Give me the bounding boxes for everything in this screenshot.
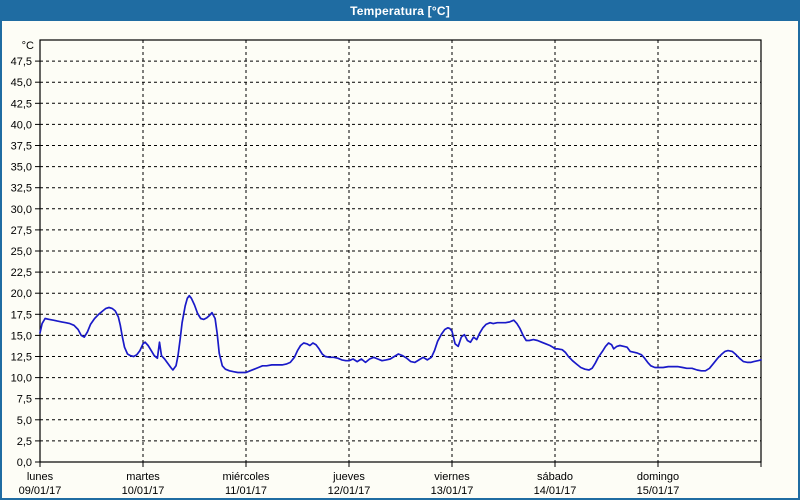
chart-title: Temperatura [°C] [350, 3, 450, 18]
x-tick-date-label: 12/01/17 [328, 485, 371, 497]
y-tick-label: 10,0 [11, 373, 32, 385]
y-axis-unit-label: °C [22, 40, 34, 52]
plot-border [39, 39, 762, 463]
x-tick-date-label: 13/01/17 [431, 485, 474, 497]
y-tick-label: 45,0 [11, 77, 32, 89]
x-tick-day-label: viernes [434, 471, 470, 483]
y-tick-label: 42,5 [11, 98, 32, 110]
y-tick-label: 35,0 [11, 162, 32, 174]
x-tick-day-label: miércoles [222, 471, 270, 483]
x-tick-day-label: martes [126, 471, 160, 483]
y-tick-label: 25,0 [11, 246, 32, 258]
x-tick-date-label: 09/01/17 [19, 485, 62, 497]
y-tick-label: 40,0 [11, 119, 32, 131]
y-tick-label: 27,5 [11, 225, 32, 237]
y-tick-label: 32,5 [11, 183, 32, 195]
y-tick-label: 17,5 [11, 309, 32, 321]
temperature-series-line [39, 294, 762, 374]
y-tick-label: 0,0 [17, 457, 32, 469]
y-tick-label: 7,5 [17, 394, 32, 406]
x-tick-date-label: 14/01/17 [534, 485, 577, 497]
gridlines [35, 40, 762, 467]
chart-title-bar: Temperatura [°C] [2, 0, 798, 21]
y-tick-label: 20,0 [11, 288, 32, 300]
y-tick-label: 15,0 [11, 330, 32, 342]
x-tick-date-label: 15/01/17 [637, 485, 680, 497]
y-tick-label: 47,5 [11, 56, 32, 68]
temperature-line-chart: 0,0 2,5 5,0 7,5 10,0 12,5 15,0 17,5 20,0 22,5 25,0… [11, 39, 762, 497]
x-tick-day-label: lunes [27, 471, 54, 483]
y-tick-label: 5,0 [17, 415, 32, 427]
x-tick-date-label: 11/01/17 [225, 485, 267, 497]
y-tick-label: 12,5 [11, 352, 32, 364]
x-tick-day-label: sábado [537, 471, 573, 483]
chart-area: 0,0 2,5 5,0 7,5 10,0 12,5 15,0 17,5 20,0 22,5 25,0… [2, 21, 798, 498]
y-tick-label: 22,5 [11, 267, 32, 279]
y-tick-label: 2,5 [17, 436, 32, 448]
axis-labels: 0,0 2,5 5,0 7,5 10,0 12,5 15,0 17,5 20,0 22,5 25,0… [11, 40, 680, 497]
x-tick-day-label: domingo [637, 471, 679, 483]
y-tick-label: 37,5 [11, 141, 32, 153]
y-tick-label: 30,0 [11, 204, 32, 216]
x-tick-day-label: jueves [332, 471, 365, 483]
x-tick-date-label: 10/01/17 [122, 485, 165, 497]
